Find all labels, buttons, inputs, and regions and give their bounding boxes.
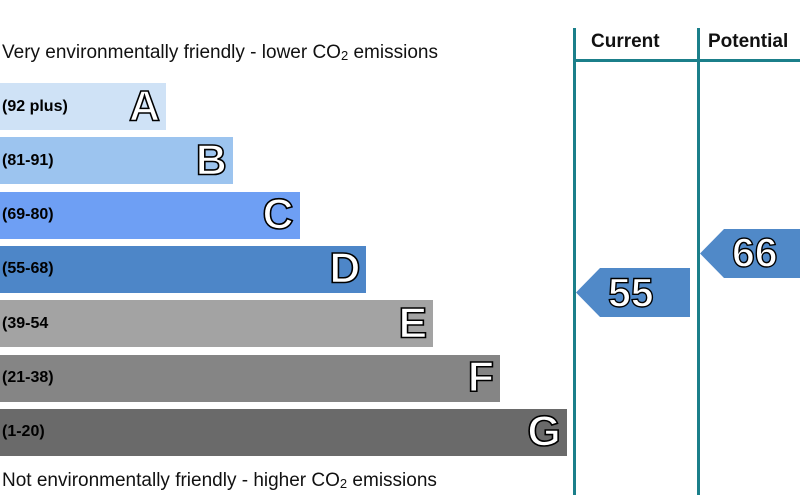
bottom-caption-suffix: emissions <box>347 470 437 491</box>
band-f: (21-38) F <box>0 353 500 403</box>
band-letter: F <box>467 353 495 403</box>
current-column-header: Current <box>591 31 660 52</box>
potential-rating-arrow: 66 <box>700 228 800 278</box>
current-column-left-border <box>573 28 576 495</box>
current-column-right-border <box>697 28 700 495</box>
top-caption: Very environmentally friendly - lower CO… <box>2 42 438 64</box>
band-letter: C <box>262 190 295 240</box>
band-letter: D <box>329 244 362 294</box>
bottom-caption-subscript: 2 <box>339 476 348 491</box>
band-g: (1-20) G <box>0 407 567 457</box>
arrow-body <box>576 268 690 318</box>
rating-value: 66 <box>731 229 778 276</box>
arrow-shape <box>700 228 800 278</box>
band-c: (69-80) C <box>0 190 300 240</box>
band-a: (92 plus) A <box>0 81 166 131</box>
band-range-label: (21-38) <box>2 369 54 386</box>
bottom-caption: Not environmentally friendly - higher CO… <box>2 470 437 492</box>
band-range-label: (92 plus) <box>2 97 68 115</box>
band-letter: E <box>398 298 428 348</box>
arrow-body <box>700 228 800 278</box>
band-e: (39-54 E <box>0 298 434 348</box>
band-letter: G <box>527 407 562 457</box>
band-d: (55-68) D <box>0 244 367 294</box>
top-caption-suffix: emissions <box>348 42 438 63</box>
potential-column-header: Potential <box>708 31 789 52</box>
band-range-label: (69-80) <box>2 206 54 224</box>
band-letter: B <box>195 135 228 185</box>
band-range-label: (81-91) <box>2 151 54 169</box>
header-rule <box>573 59 800 62</box>
band-range-label: (1-20) <box>2 423 45 441</box>
band-b: (81-91) B <box>0 135 233 185</box>
top-caption-subscript: 2 <box>340 48 349 63</box>
band-range-label: (39-54 <box>2 314 49 332</box>
band-range-label: (55-68) <box>2 260 54 278</box>
band-letter: A <box>128 81 161 131</box>
rating-value: 55 <box>607 269 654 316</box>
top-caption-text: Very environmentally friendly - lower CO <box>2 42 341 63</box>
arrow-shape <box>576 268 690 318</box>
bottom-caption-text: Not environmentally friendly - higher CO <box>2 470 340 491</box>
current-rating-arrow: 55 <box>576 268 690 318</box>
